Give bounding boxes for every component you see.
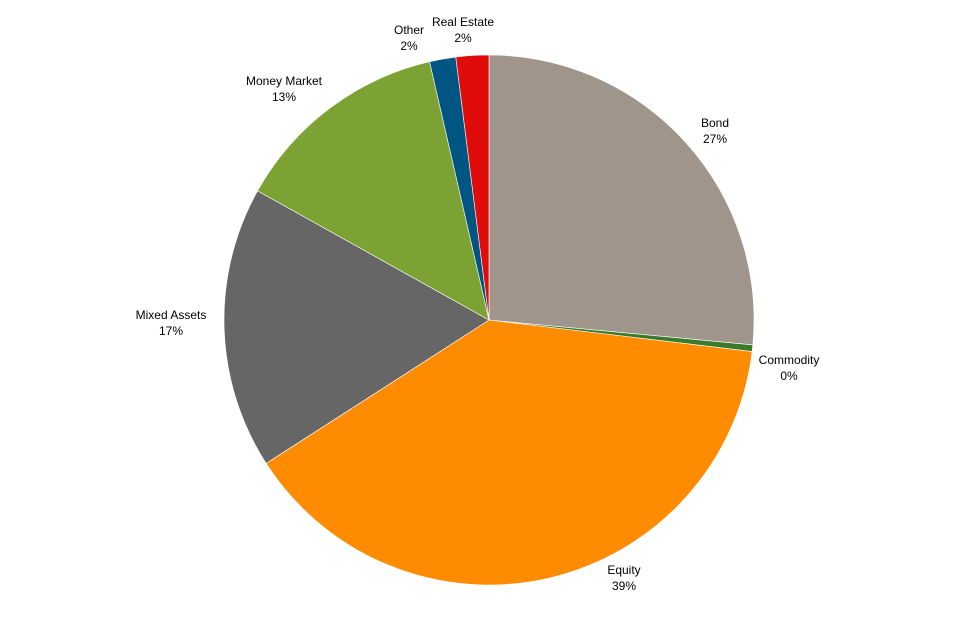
pie-slice-mixed-assets bbox=[223, 190, 490, 464]
slice-label-real-estate: Real Estate bbox=[432, 15, 494, 29]
pie-slice-money-market bbox=[257, 61, 490, 321]
slice-value-equity: 39% bbox=[612, 579, 636, 593]
pie-slices bbox=[223, 54, 755, 586]
slice-value-mixed-assets: 17% bbox=[159, 324, 183, 338]
slice-value-money-market: 13% bbox=[272, 90, 296, 104]
slice-value-commodity: 0% bbox=[780, 369, 798, 383]
pie-slice-bond bbox=[488, 54, 755, 346]
slice-label-commodity: Commodity bbox=[759, 353, 820, 367]
slice-value-other: 2% bbox=[400, 39, 418, 53]
slice-value-real-estate: 2% bbox=[454, 31, 472, 45]
pie-slice-real-estate bbox=[455, 54, 490, 321]
pie-slice-equity bbox=[265, 319, 753, 586]
slice-label-mixed-assets: Mixed Assets bbox=[136, 308, 207, 322]
pie-labels: Bond 27% Commodity 0% Equity 39% Mixed Assets 1… bbox=[136, 15, 820, 593]
slice-label-money-market: Money Market bbox=[246, 74, 323, 88]
slice-label-bond: Bond bbox=[701, 116, 729, 130]
slice-label-other: Other bbox=[394, 23, 424, 37]
slice-label-equity: Equity bbox=[607, 563, 640, 577]
slice-value-bond: 27% bbox=[703, 132, 727, 146]
